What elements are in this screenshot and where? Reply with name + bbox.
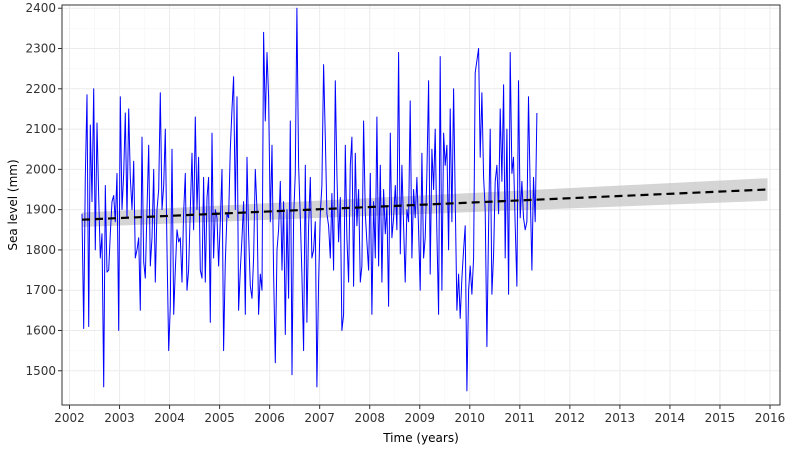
trend-confidence-band [82, 178, 768, 227]
x-tick-label: 2009 [404, 411, 435, 425]
y-tick-label: 2000 [25, 162, 56, 176]
x-tick-label: 2004 [154, 411, 185, 425]
x-tick-label: 2007 [304, 411, 335, 425]
y-tick-label: 1900 [25, 203, 56, 217]
y-tick-label: 2100 [25, 122, 56, 136]
x-tick-label: 2013 [605, 411, 636, 425]
sea-level-series [81, 7, 538, 392]
y-tick-label: 1600 [25, 323, 56, 337]
x-axis-ticks: 2002 2003 2004 2005 2006 2007 2008 2009 2010 2011… [54, 405, 785, 425]
x-tick-label: 2011 [505, 411, 536, 425]
x-tick-label: 2005 [204, 411, 235, 425]
trend-line-group [81, 188, 768, 221]
x-tick-label: 2006 [254, 411, 285, 425]
y-tick-label: 2400 [25, 1, 56, 15]
y-axis-title: Sea level (mm) [6, 159, 20, 250]
confidence-band [82, 178, 768, 227]
x-tick-label: 2012 [555, 411, 586, 425]
x-tick-label: 2002 [54, 411, 85, 425]
x-tick-label: 2014 [655, 411, 686, 425]
panel-border [61, 4, 781, 406]
y-tick-label: 1800 [25, 243, 56, 257]
x-tick-label: 2010 [455, 411, 486, 425]
y-tick-label: 1500 [25, 364, 56, 378]
y-tick-label: 2200 [25, 82, 56, 96]
x-tick-label: 2003 [104, 411, 135, 425]
x-tick-label: 2008 [354, 411, 385, 425]
y-tick-label: 1700 [25, 283, 56, 297]
sea-level-line [81, 7, 538, 392]
y-tick-label: 2300 [25, 42, 56, 56]
x-tick-label: 2015 [705, 411, 736, 425]
x-axis-title: Time (years) [382, 431, 459, 445]
x-tick-label: 2016 [755, 411, 786, 425]
y-axis-ticks: 1500 1600 1700 1800 1900 2000 2100 2200 2300 2400 [25, 1, 62, 378]
trend-line [81, 188, 768, 221]
